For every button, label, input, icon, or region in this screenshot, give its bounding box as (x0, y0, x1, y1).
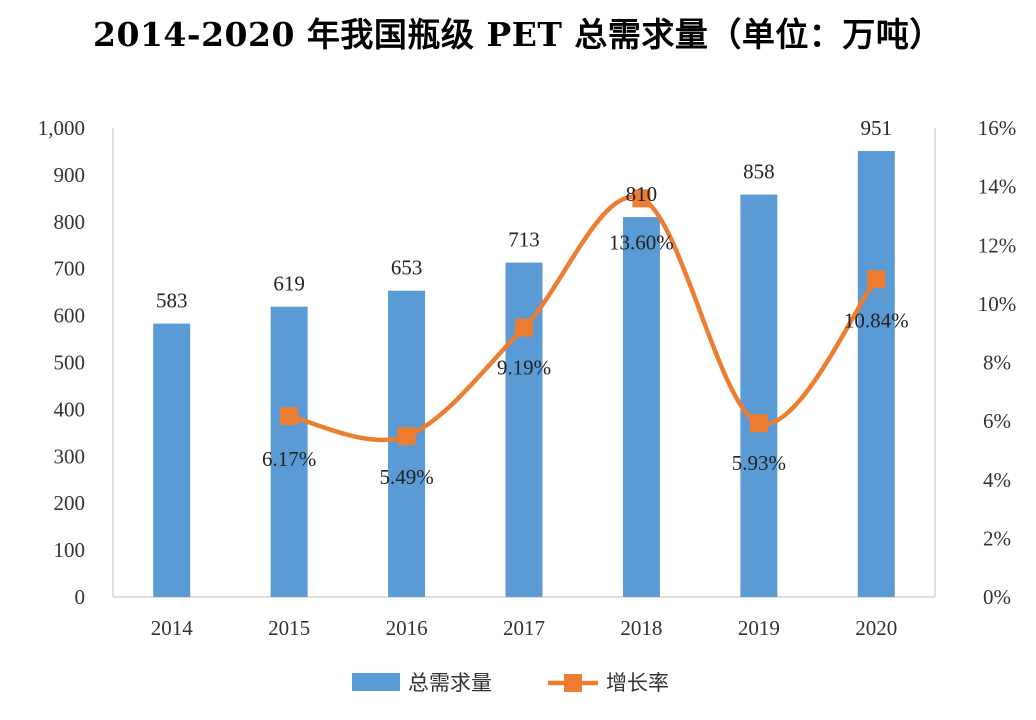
y-right-tick-label: 6% (983, 409, 1011, 433)
growth-marker (515, 318, 533, 337)
x-tick-label: 2018 (620, 616, 662, 640)
bar (153, 323, 191, 597)
chart-title: 2014-2020 年我国瓶级 PET 总需求量（单位：万吨） (93, 15, 943, 54)
y-left-tick-label: 100 (54, 538, 86, 562)
x-tick-label: 2020 (855, 616, 897, 640)
x-tick-label: 2017 (503, 616, 545, 640)
y-right-tick-label: 12% (978, 233, 1017, 257)
growth-value-label: 9.19% (497, 356, 551, 380)
y-left-tick-label: 400 (54, 397, 86, 421)
growth-marker (397, 427, 416, 446)
x-tick-label: 2019 (738, 616, 780, 640)
growth-value-label: 5.49% (379, 465, 433, 489)
growth-value-label: 6.17% (262, 447, 316, 471)
growth-marker (749, 414, 768, 433)
bar-value-label: 810 (626, 182, 658, 206)
data-labels-group: 583 619 653 713 810 858 951 6.17% 5.49% 9.19% 13.6… (156, 116, 909, 489)
y-left-tick-label: 0 (75, 585, 86, 609)
y-right-tick-label: 16% (978, 116, 1017, 140)
axes-group: 0 100 200 300 400 500 600 700 800 900 1,000 0% 2% 4% 6… (38, 116, 1017, 640)
y-right-tick-label: 4% (983, 468, 1011, 492)
y-right-tick-label: 14% (978, 175, 1017, 199)
y-right-tick-label: 0% (983, 585, 1011, 609)
legend-bar-swatch (352, 673, 400, 691)
legend-line-marker (564, 674, 582, 692)
bar-value-label: 858 (743, 160, 775, 184)
growth-line-group (280, 189, 886, 446)
y-left-tick-label: 500 (54, 351, 86, 375)
y-right-tick-label: 8% (983, 351, 1011, 375)
x-tick-label: 2016 (386, 616, 428, 640)
y-left-tick-label: 300 (54, 444, 86, 468)
y-left-tick-label: 200 (54, 491, 86, 515)
growth-marker (632, 189, 651, 208)
y-right-tick-label: 10% (978, 292, 1017, 316)
growth-marker (280, 407, 299, 426)
bar-value-label: 583 (156, 289, 188, 313)
legend-bar-label: 总需求量 (408, 671, 492, 695)
bar-value-label: 619 (273, 272, 305, 296)
y-left-tick-label: 900 (54, 163, 86, 187)
bar-value-label: 653 (391, 256, 423, 280)
y-left-tick-label: 600 (54, 304, 86, 328)
y-left-tick-label: 1,000 (38, 116, 85, 140)
legend-line-label: 增长率 (606, 671, 669, 695)
growth-marker (867, 270, 886, 289)
growth-value-label: 10.84% (844, 308, 909, 332)
growth-line (288, 194, 879, 443)
x-tick-label: 2014 (151, 616, 194, 640)
bar (505, 262, 543, 597)
bar-value-label: 713 (508, 228, 540, 252)
y-left-tick-label: 800 (54, 210, 86, 234)
bar (740, 194, 778, 597)
growth-value-label: 13.60% (609, 230, 674, 254)
bar (622, 217, 660, 598)
y-left-tick-label: 700 (54, 257, 86, 281)
bar (857, 150, 895, 597)
growth-value-label: 5.93% (732, 451, 786, 475)
bar-value-label: 951 (861, 116, 893, 140)
y-right-tick-label: 2% (983, 526, 1011, 550)
bar (270, 306, 308, 597)
legend: 总需求量 增长率 (352, 671, 669, 695)
x-tick-label: 2015 (268, 616, 310, 640)
